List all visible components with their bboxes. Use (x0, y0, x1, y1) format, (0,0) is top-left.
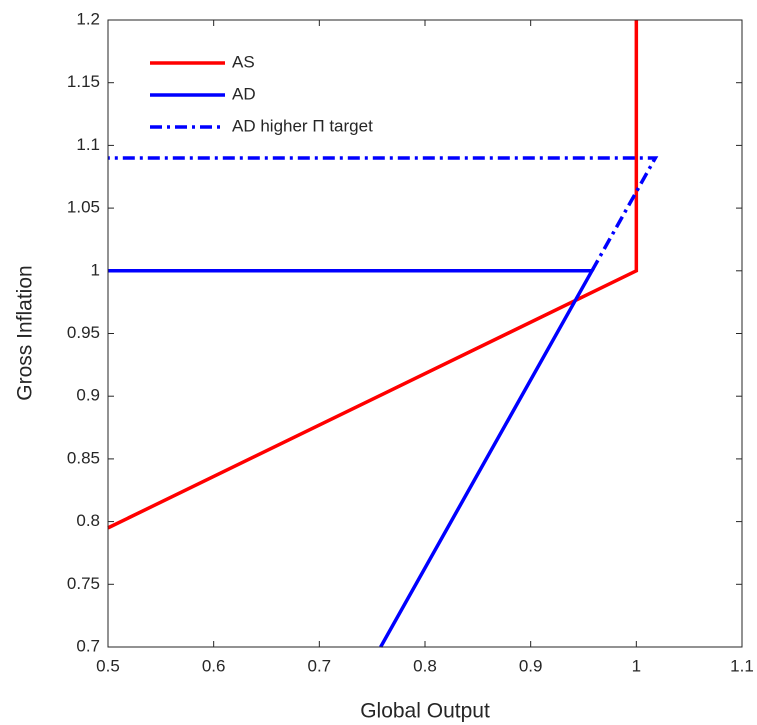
y-tick-label: 1.15 (67, 72, 100, 91)
legend-label: AD (232, 84, 256, 103)
x-tick-label: 1 (632, 656, 641, 675)
x-tick-label: 0.8 (413, 656, 437, 675)
plot-area (107, 19, 743, 648)
y-tick-label: 0.95 (67, 323, 100, 342)
y-tick-label: 0.75 (67, 574, 100, 593)
x-tick-label: 0.9 (519, 656, 543, 675)
y-axis-label: Gross Inflation (14, 265, 37, 400)
y-tick-label: 1.05 (67, 198, 100, 217)
x-tick-label: 1.1 (730, 656, 754, 675)
y-tick-label: 0.8 (76, 511, 100, 530)
y-tick-label: 1.1 (76, 135, 100, 154)
series-line (108, 269, 595, 648)
x-tick-label: 0.7 (308, 656, 332, 675)
x-axis-label: Global Output (360, 700, 490, 723)
y-tick-label: 0.9 (76, 386, 100, 405)
x-tick-label: 0.5 (96, 656, 120, 675)
x-tick-label: 0.6 (202, 656, 226, 675)
legend-label: AD higher Π target (232, 116, 373, 135)
series-line (108, 156, 659, 272)
y-tick-label: 0.85 (67, 448, 100, 467)
y-tick-label: 1 (91, 260, 100, 279)
series-line (107, 20, 639, 530)
y-tick-label: 1.2 (76, 9, 100, 28)
legend-label: AS (232, 52, 255, 71)
y-tick-label: 0.7 (76, 636, 100, 655)
plot-border (107, 19, 743, 648)
